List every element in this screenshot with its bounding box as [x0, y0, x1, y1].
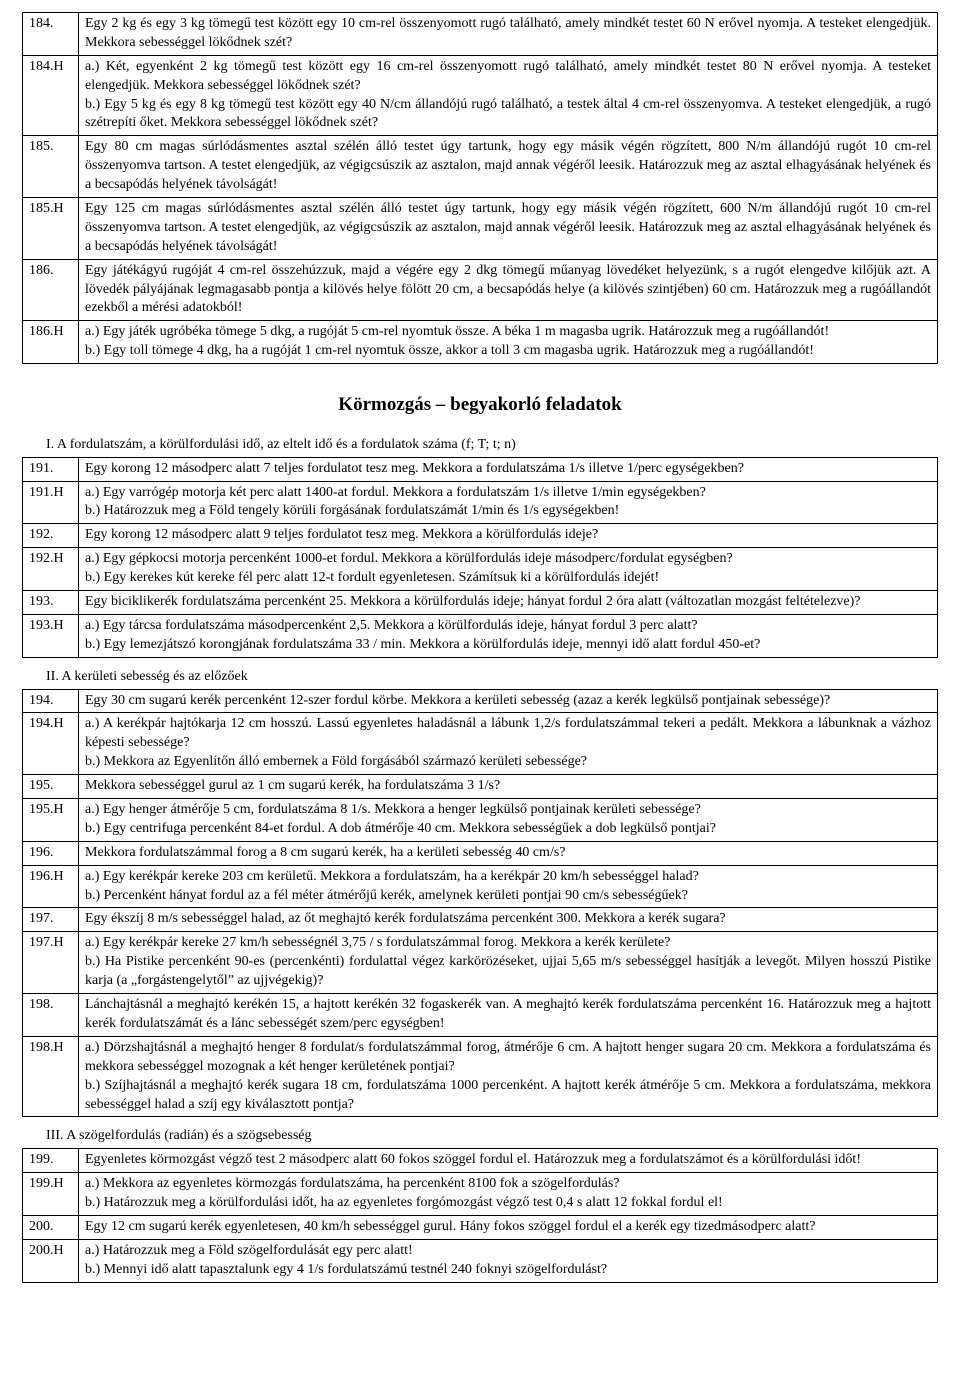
- problem-number: 191.H: [23, 481, 79, 524]
- problem-text: a.) Egy kerékpár kereke 27 km/h sebesség…: [79, 932, 938, 994]
- section-I-table: 191.Egy korong 12 másodperc alatt 7 telj…: [22, 457, 938, 658]
- section-III-label: III. A szögelfordulás (radián) és a szög…: [46, 1127, 938, 1146]
- table-row: 185.Egy 80 cm magas súrlódásmentes aszta…: [23, 136, 938, 198]
- problem-number: 192.H: [23, 548, 79, 591]
- problem-text: Egy ékszíj 8 m/s sebességgel halad, az ő…: [79, 908, 938, 932]
- section-II-table: 194.Egy 30 cm sugarú kerék percenként 12…: [22, 689, 938, 1118]
- problem-text: a.) Egy kerékpár kereke 203 cm kerületű.…: [79, 865, 938, 908]
- table1-body: 184.Egy 2 kg és egy 3 kg tömegű test köz…: [23, 13, 938, 364]
- problem-number: 197.: [23, 908, 79, 932]
- problem-number: 186.: [23, 259, 79, 321]
- problem-text: Egy korong 12 másodperc alatt 7 teljes f…: [79, 457, 938, 481]
- problem-number: 184.H: [23, 55, 79, 136]
- problem-text: a.) Mekkora az egyenletes körmozgás ford…: [79, 1173, 938, 1216]
- problem-number: 193.H: [23, 614, 79, 657]
- problem-text: Lánchajtásnál a meghajtó kerékén 15, a h…: [79, 994, 938, 1037]
- section-title: Körmozgás – begyakorló feladatok: [22, 392, 938, 418]
- table-row: 193.Ha.) Egy tárcsa fordulatszáma másodp…: [23, 614, 938, 657]
- section-I-label: I. A fordulatszám, a körülfordulási idő,…: [46, 436, 938, 455]
- problem-text: Egy 30 cm sugarú kerék percenként 12-sze…: [79, 689, 938, 713]
- problem-number: 191.: [23, 457, 79, 481]
- table-row: 192.Ha.) Egy gépkocsi motorja percenként…: [23, 548, 938, 591]
- problem-number: 186.H: [23, 321, 79, 364]
- problem-text: Mekkora sebességgel gurul az 1 cm sugarú…: [79, 775, 938, 799]
- table-row: 193.Egy biciklikerék fordulatszáma perce…: [23, 591, 938, 615]
- problem-text: Egy 80 cm magas súrlódásmentes asztal sz…: [79, 136, 938, 198]
- problem-text: Egy játékágyú rugóját 4 cm-rel összehúzz…: [79, 259, 938, 321]
- problem-text: a.) Egy gépkocsi motorja percenként 1000…: [79, 548, 938, 591]
- problem-number: 198.H: [23, 1036, 79, 1117]
- table-row: 196.Ha.) Egy kerékpár kereke 203 cm kerü…: [23, 865, 938, 908]
- problem-number: 194.: [23, 689, 79, 713]
- problem-text: a.) Egy játék ugróbéka tömege 5 dkg, a r…: [79, 321, 938, 364]
- problem-text: Egy 2 kg és egy 3 kg tömegű test között …: [79, 13, 938, 56]
- problem-text: a.) Határozzuk meg a Föld szögelfordulás…: [79, 1239, 938, 1282]
- problem-number: 195.: [23, 775, 79, 799]
- table-row: 186.Ha.) Egy játék ugróbéka tömege 5 dkg…: [23, 321, 938, 364]
- problem-number: 192.: [23, 524, 79, 548]
- problem-number: 194.H: [23, 713, 79, 775]
- problem-text: a.) Dörzshajtásnál a meghajtó henger 8 f…: [79, 1036, 938, 1117]
- section-II-label: II. A kerületi sebesség és az előzőek: [46, 668, 938, 687]
- problem-number: 184.: [23, 13, 79, 56]
- table-row: 191.Ha.) Egy varrógép motorja két perc a…: [23, 481, 938, 524]
- table-row: 184.Ha.) Két, egyenként 2 kg tömegű test…: [23, 55, 938, 136]
- sectionI-body: 191.Egy korong 12 másodperc alatt 7 telj…: [23, 457, 938, 657]
- table-row: 195.Ha.) Egy henger átmérője 5 cm, fordu…: [23, 799, 938, 842]
- table-row: 194.Ha.) A kerékpár hajtókarja 12 cm hos…: [23, 713, 938, 775]
- problem-text: a.) A kerékpár hajtókarja 12 cm hosszú. …: [79, 713, 938, 775]
- problem-number: 197.H: [23, 932, 79, 994]
- table-row: 199.Ha.) Mekkora az egyenletes körmozgás…: [23, 1173, 938, 1216]
- section-III-table: 199.Egyenletes körmozgást végző test 2 m…: [22, 1148, 938, 1282]
- problem-text: Egy 125 cm magas súrlódásmentes asztal s…: [79, 198, 938, 260]
- problem-number: 193.: [23, 591, 79, 615]
- table-row: 197.Ha.) Egy kerékpár kereke 27 km/h seb…: [23, 932, 938, 994]
- table-row: 185.HEgy 125 cm magas súrlódásmentes asz…: [23, 198, 938, 260]
- table-row: 195.Mekkora sebességgel gurul az 1 cm su…: [23, 775, 938, 799]
- sectionII-body: 194.Egy 30 cm sugarú kerék percenként 12…: [23, 689, 938, 1117]
- table-row: 184.Egy 2 kg és egy 3 kg tömegű test köz…: [23, 13, 938, 56]
- problem-text: Mekkora fordulatszámmal forog a 8 cm sug…: [79, 841, 938, 865]
- problem-number: 195.H: [23, 799, 79, 842]
- problem-number: 200.H: [23, 1239, 79, 1282]
- problem-number: 199.: [23, 1149, 79, 1173]
- problem-text: Egy 12 cm sugarú kerék egyenletesen, 40 …: [79, 1215, 938, 1239]
- problem-text: Egyenletes körmozgást végző test 2 másod…: [79, 1149, 938, 1173]
- table-row: 191.Egy korong 12 másodperc alatt 7 telj…: [23, 457, 938, 481]
- problem-number: 196.H: [23, 865, 79, 908]
- table-row: 200.Ha.) Határozzuk meg a Föld szögelfor…: [23, 1239, 938, 1282]
- problem-number: 200.: [23, 1215, 79, 1239]
- table-row: 198.Ha.) Dörzshajtásnál a meghajtó henge…: [23, 1036, 938, 1117]
- problem-number: 198.: [23, 994, 79, 1037]
- table-row: 186.Egy játékágyú rugóját 4 cm-rel össze…: [23, 259, 938, 321]
- table-row: 196.Mekkora fordulatszámmal forog a 8 cm…: [23, 841, 938, 865]
- problem-number: 199.H: [23, 1173, 79, 1216]
- problem-text: a.) Két, egyenként 2 kg tömegű test közö…: [79, 55, 938, 136]
- table-row: 198.Lánchajtásnál a meghajtó kerékén 15,…: [23, 994, 938, 1037]
- table-row: 200.Egy 12 cm sugarú kerék egyenletesen,…: [23, 1215, 938, 1239]
- table-row: 192.Egy korong 12 másodperc alatt 9 telj…: [23, 524, 938, 548]
- problems-table-continued: 184.Egy 2 kg és egy 3 kg tömegű test köz…: [22, 12, 938, 364]
- sectionIII-body: 199.Egyenletes körmozgást végző test 2 m…: [23, 1149, 938, 1282]
- problem-number: 185.: [23, 136, 79, 198]
- table-row: 199.Egyenletes körmozgást végző test 2 m…: [23, 1149, 938, 1173]
- problem-text: Egy biciklikerék fordulatszáma percenkén…: [79, 591, 938, 615]
- problem-text: a.) Egy henger átmérője 5 cm, fordulatsz…: [79, 799, 938, 842]
- table-row: 197.Egy ékszíj 8 m/s sebességgel halad, …: [23, 908, 938, 932]
- problem-text: Egy korong 12 másodperc alatt 9 teljes f…: [79, 524, 938, 548]
- problem-text: a.) Egy varrógép motorja két perc alatt …: [79, 481, 938, 524]
- problem-text: a.) Egy tárcsa fordulatszáma másodpercen…: [79, 614, 938, 657]
- problem-number: 185.H: [23, 198, 79, 260]
- table-row: 194.Egy 30 cm sugarú kerék percenként 12…: [23, 689, 938, 713]
- problem-number: 196.: [23, 841, 79, 865]
